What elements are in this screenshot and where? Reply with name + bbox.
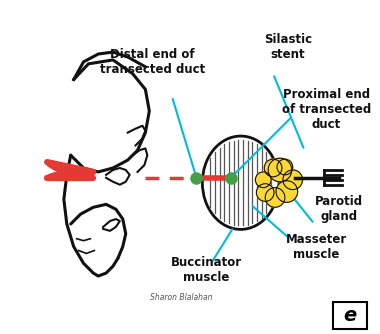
Circle shape (283, 170, 302, 190)
Text: Parotid
gland: Parotid gland (315, 195, 363, 223)
Circle shape (276, 181, 298, 202)
Circle shape (256, 184, 274, 201)
Text: e: e (343, 306, 356, 325)
Text: Distal end of
transected duct: Distal end of transected duct (100, 48, 205, 76)
Ellipse shape (203, 136, 279, 229)
Circle shape (255, 172, 271, 188)
Circle shape (265, 188, 285, 207)
Text: Masseter
muscle: Masseter muscle (286, 232, 347, 261)
Circle shape (277, 159, 293, 175)
FancyBboxPatch shape (332, 302, 367, 329)
Text: Sharon Blalahan: Sharon Blalahan (150, 293, 213, 302)
Circle shape (264, 159, 282, 177)
Text: Buccinator
muscle: Buccinator muscle (171, 256, 242, 284)
Text: Silastic
stent: Silastic stent (264, 33, 312, 61)
Text: Proximal end
of transected
duct: Proximal end of transected duct (282, 88, 371, 131)
Circle shape (268, 158, 292, 182)
